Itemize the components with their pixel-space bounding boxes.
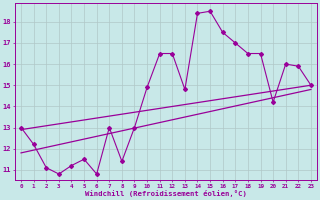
X-axis label: Windchill (Refroidissement éolien,°C): Windchill (Refroidissement éolien,°C) bbox=[85, 190, 247, 197]
